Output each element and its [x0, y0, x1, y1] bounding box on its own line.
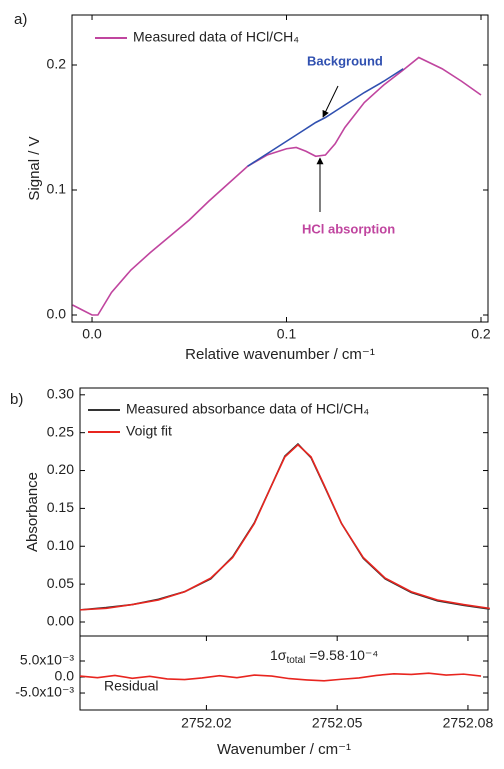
arrow: [322, 85, 339, 118]
annotation-part: =9.58·10⁻⁴: [305, 647, 378, 663]
annotation: 1σtotal =9.58·10⁻⁴: [270, 647, 378, 666]
legend-label: Measured data of HCl/CH₄: [133, 29, 299, 45]
annotation: Background: [307, 53, 383, 68]
y-tick-label: 0.1: [47, 181, 67, 197]
data-line: [247, 68, 404, 167]
y-tick-label: 0.00: [47, 613, 74, 629]
y-tick-label: 0.05: [47, 575, 74, 591]
x-axis-label: Relative wavenumber / cm⁻¹: [185, 346, 375, 363]
y-axis-label: Absorbance: [24, 472, 41, 552]
y-axis-label: Signal / V: [26, 136, 43, 200]
x-tick-label: 2752.05: [312, 715, 363, 731]
y-tick-label: 0.15: [47, 499, 74, 515]
y-tick-label: 0.10: [47, 537, 74, 553]
y-tick-label: 5.0x10⁻³: [20, 652, 74, 668]
plot-frame: [71, 14, 489, 323]
data-line: [79, 442, 490, 611]
data-line: [79, 672, 482, 682]
data-line: [79, 443, 490, 611]
annotation: Residual: [104, 678, 158, 694]
y-tick-label: -5.0x10⁻³: [15, 684, 74, 700]
y-tick-label: 0.0: [55, 668, 75, 684]
x-tick-label: 0.0: [82, 326, 102, 342]
x-tick-label: 2752.02: [181, 715, 232, 731]
legend-label: Measured absorbance data of HCl/CH₄: [126, 401, 369, 417]
annotation: HCl absorption: [302, 221, 395, 236]
panel-label: b): [10, 391, 23, 408]
data-line: [72, 56, 482, 316]
y-tick-label: 0.30: [47, 386, 74, 402]
y-tick-label: 0.0: [47, 306, 67, 322]
x-tick-label: 0.2: [471, 326, 491, 342]
annotation-part: 1σ: [270, 647, 287, 663]
y-tick-label: 0.2: [47, 56, 67, 72]
x-tick-label: 0.1: [277, 326, 297, 342]
x-axis-label: Wavenumber / cm⁻¹: [217, 741, 351, 758]
y-tick-label: 0.20: [47, 461, 74, 477]
legend-label: Voigt fit: [126, 423, 172, 439]
panel-label: a): [14, 11, 27, 28]
annotation-part: total: [286, 655, 305, 666]
x-tick-label: 2752.08: [443, 715, 494, 731]
y-tick-label: 0.25: [47, 423, 74, 439]
plot-frame: [79, 635, 489, 711]
